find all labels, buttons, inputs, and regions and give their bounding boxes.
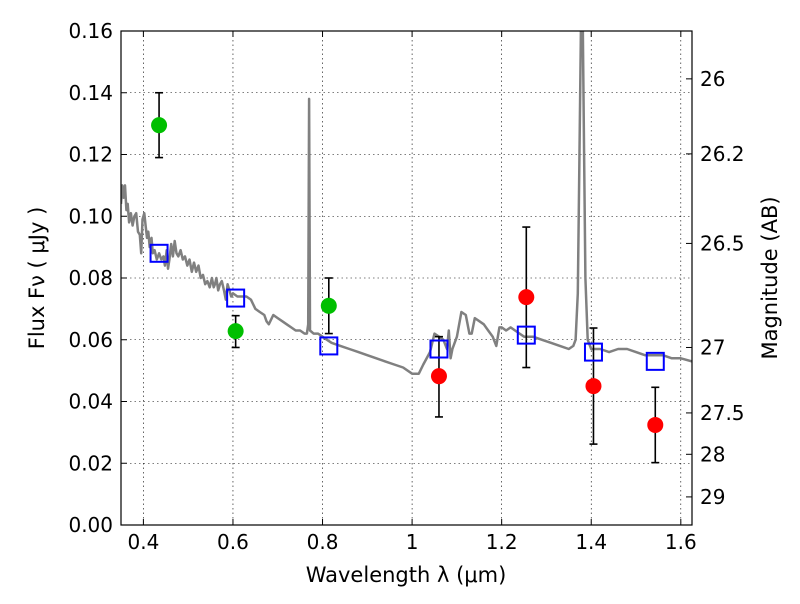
- x-tick-label: 1.2: [486, 530, 518, 554]
- y-tick-label: 0.02: [68, 451, 113, 475]
- x-tick-label: 1.4: [575, 530, 607, 554]
- model-spectrum: [121, 31, 692, 375]
- x-tick-label: 1.6: [665, 530, 697, 554]
- y2-tick-label: 26.2: [700, 142, 745, 166]
- data-point: [320, 297, 337, 314]
- y2-tick-label: 26.5: [700, 231, 745, 255]
- model-square: [516, 325, 536, 345]
- y-tick-label: 0.00: [68, 513, 113, 537]
- y2-tick-label: 27.5: [700, 401, 745, 425]
- y2-axis-label: Magnitude (AB): [758, 196, 782, 359]
- y-tick-label: 0.04: [68, 390, 113, 414]
- model-square: [583, 342, 603, 362]
- data-point: [430, 368, 447, 385]
- model-square: [645, 351, 665, 371]
- data-point: [585, 378, 602, 395]
- data-point: [227, 323, 244, 340]
- y-tick-label: 0.08: [68, 266, 113, 290]
- model-line: [121, 31, 692, 375]
- y-axis-label: Flux Fν ( μJy ): [25, 207, 49, 350]
- data-markers: [149, 117, 665, 433]
- y-tick-label: 0.06: [68, 328, 113, 352]
- model-square: [149, 243, 169, 263]
- y-tick-label: 0.14: [68, 81, 113, 105]
- y2-tick-label: 26: [700, 67, 725, 91]
- model-square: [429, 339, 449, 359]
- y2-tick-label: 28: [700, 442, 725, 466]
- model-square: [226, 288, 246, 308]
- y-tick-label: 0.10: [68, 204, 113, 228]
- data-point: [518, 289, 535, 306]
- y2-tick-label: 29: [700, 485, 725, 509]
- axis-ticks: 0.4 0.6 0.8 1 1.2 1.4 1.6 0.00 0.02 0.04 0.06 0.08 0…: [68, 19, 744, 554]
- x-axis-label: Wavelength λ (μm): [306, 563, 507, 587]
- x-tick-label: 1: [406, 530, 419, 554]
- data-point: [151, 117, 168, 134]
- model-square: [319, 336, 339, 356]
- y2-tick-label: 27: [700, 335, 725, 359]
- y-tick-label: 0.12: [68, 143, 113, 167]
- y-tick-label: 0.16: [68, 19, 113, 43]
- data-point: [647, 416, 664, 433]
- x-tick-label: 0.8: [307, 530, 339, 554]
- x-tick-label: 0.4: [127, 530, 159, 554]
- x-tick-label: 0.6: [217, 530, 249, 554]
